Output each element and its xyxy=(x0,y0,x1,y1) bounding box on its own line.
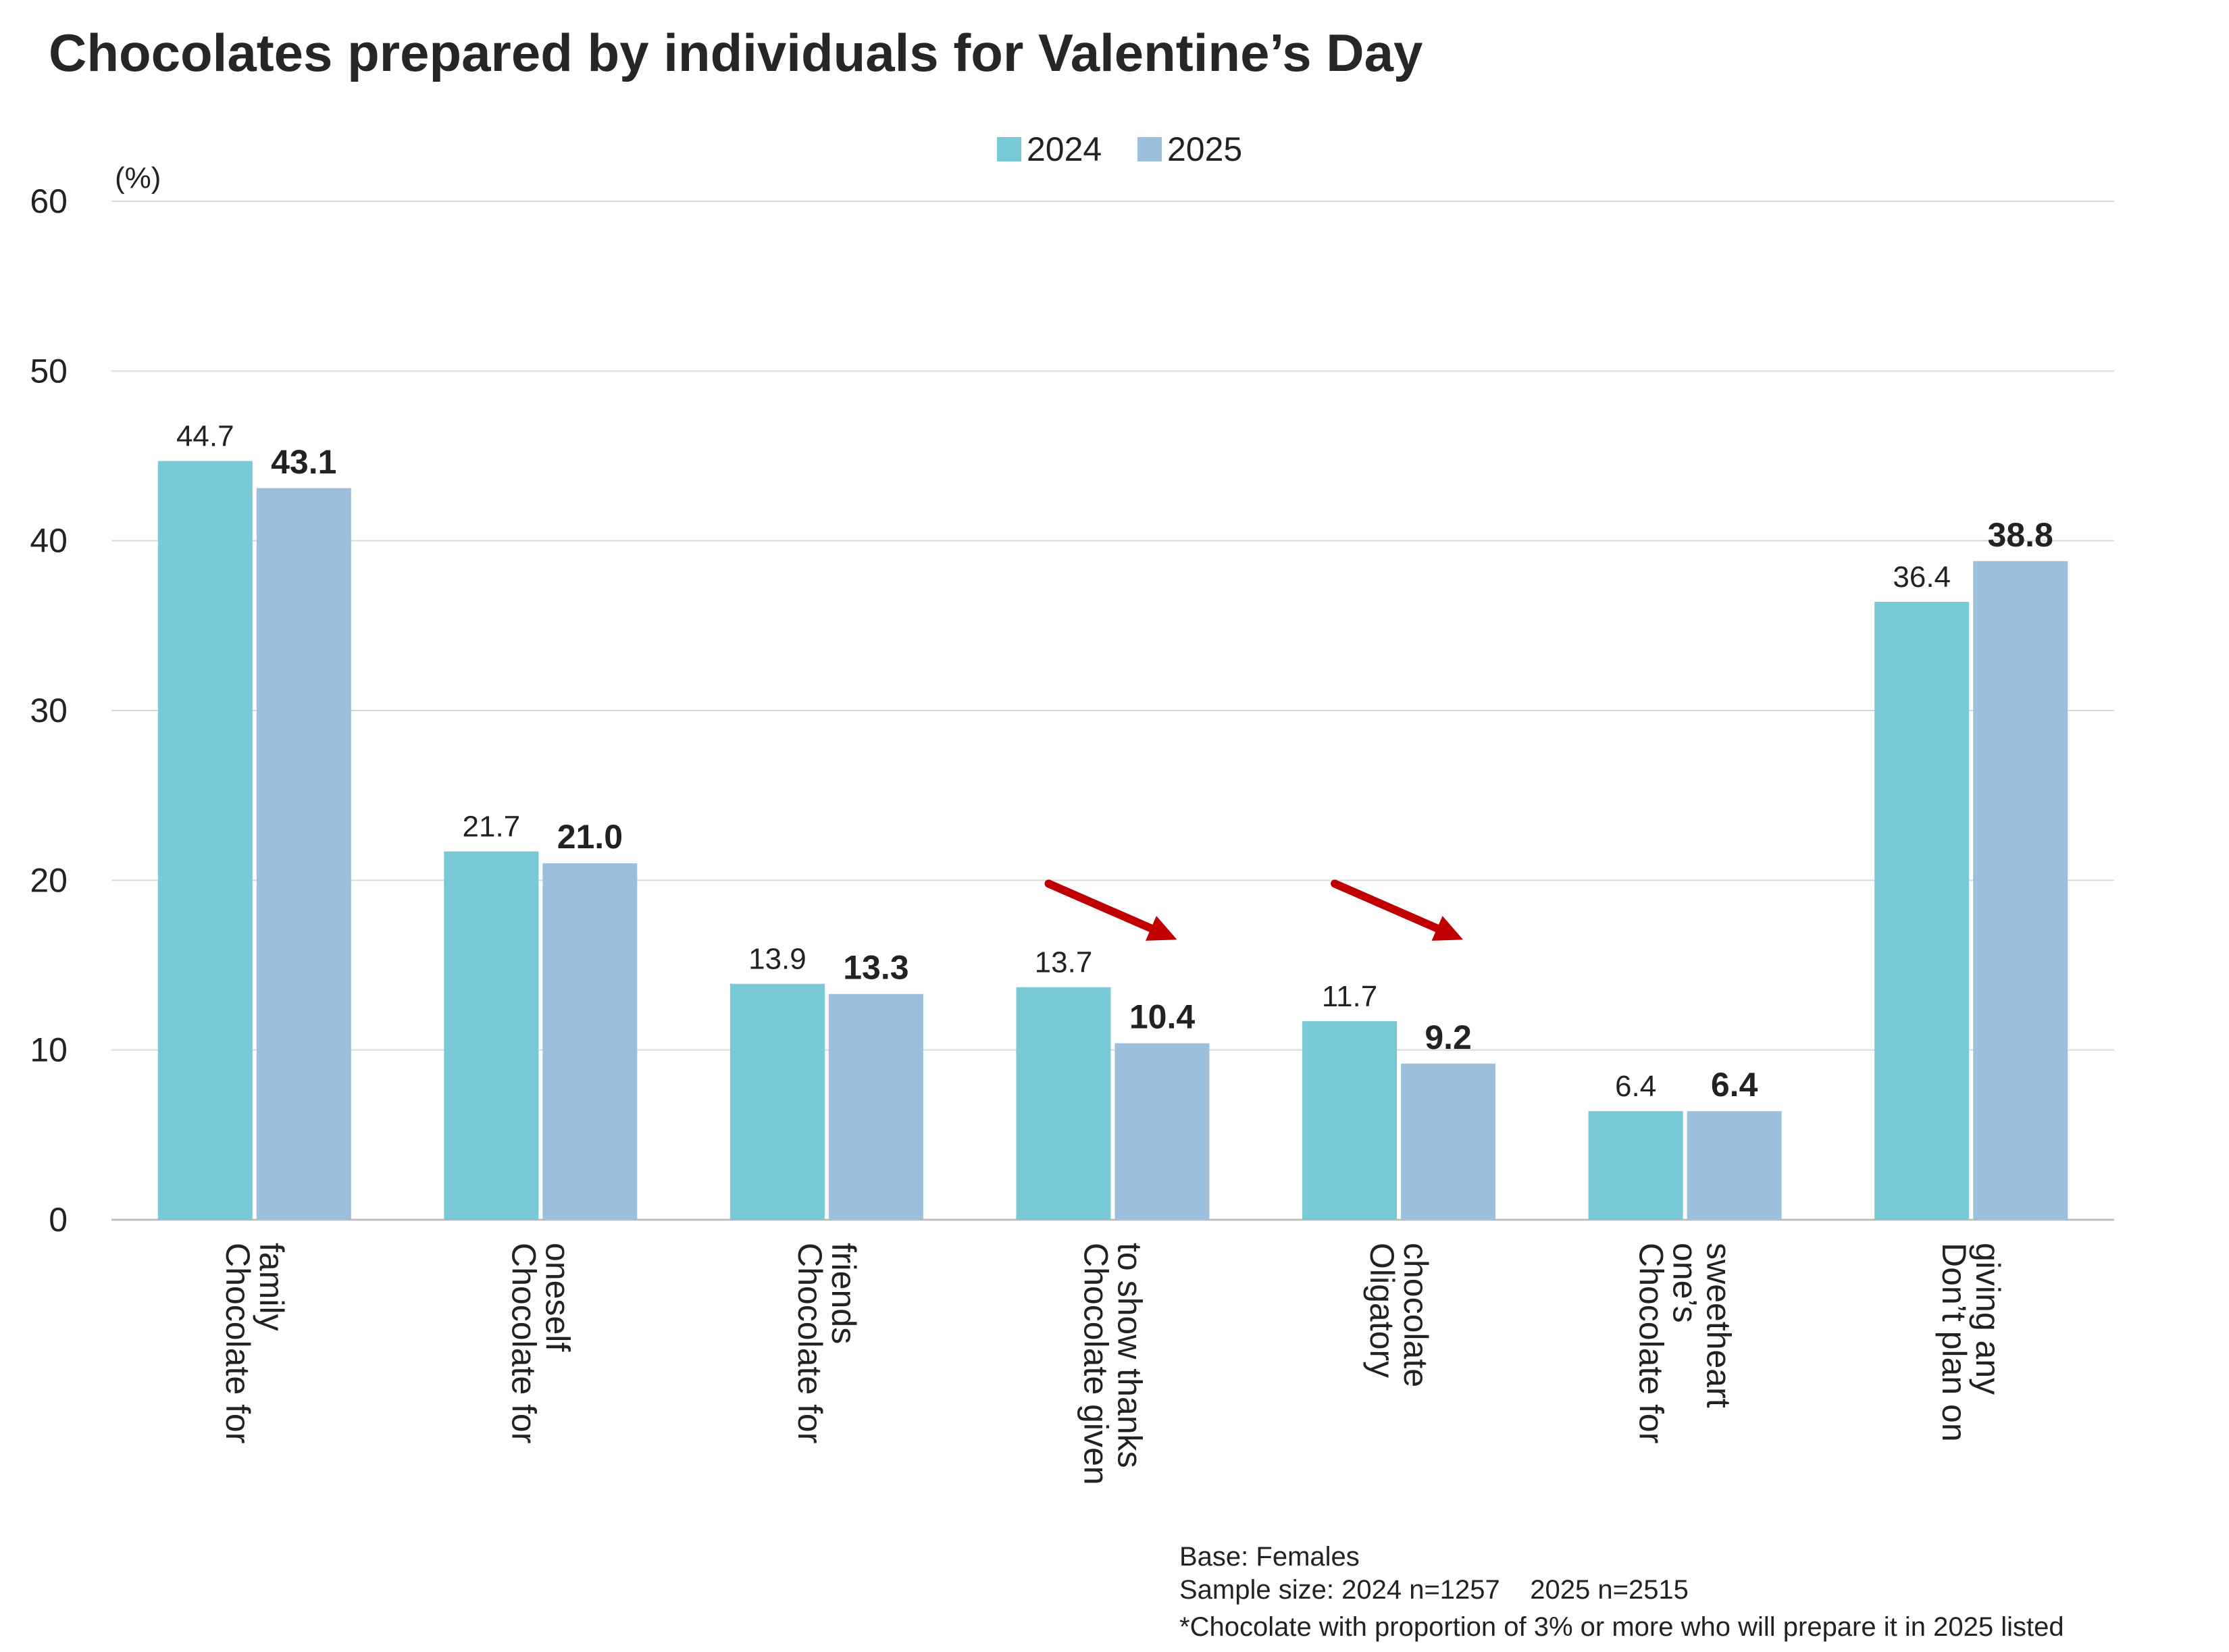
y-tick-label: 0 xyxy=(49,1201,68,1239)
data-labels: 44.7 43.1 21.7 21.0 13.9 13.3 13.7 10.4 11.7 9.2 6… xyxy=(176,420,2053,1104)
y-axis-unit-label: (%) xyxy=(115,161,161,195)
y-axis-ticks: 0 10 20 30 40 50 60 xyxy=(30,182,68,1239)
data-label-2024: 21.7 xyxy=(463,810,521,844)
y-tick-label: 40 xyxy=(30,522,68,560)
note-criteria: *Chocolate with proportion of 3% or more… xyxy=(1179,1612,2064,1642)
bar-2025 xyxy=(1687,1111,1782,1220)
category-label-line: friends xyxy=(825,1243,863,1344)
data-label-2025: 10.4 xyxy=(1129,998,1196,1036)
bar-2025 xyxy=(1114,1043,1210,1220)
category-label-line: to show thanks xyxy=(1111,1243,1149,1468)
category-label-line: Chocolate for xyxy=(219,1243,257,1443)
data-label-2024: 13.7 xyxy=(1035,946,1093,979)
category-label-line: chocolate xyxy=(1397,1243,1435,1387)
arrow-head xyxy=(1146,916,1177,941)
bar-2025 xyxy=(542,863,638,1220)
data-label-2024: 44.7 xyxy=(176,420,234,453)
data-label-2025: 43.1 xyxy=(271,443,336,481)
bars xyxy=(157,461,2068,1220)
data-label-2025: 13.3 xyxy=(843,949,908,987)
category-label-line: Chocolate for xyxy=(791,1243,829,1443)
data-label-2025: 6.4 xyxy=(1711,1066,1758,1104)
arrow-shaft xyxy=(1044,879,1156,933)
data-label-2025: 38.8 xyxy=(1988,516,2053,554)
category-label-line: sweetheart xyxy=(1700,1243,1738,1408)
data-label-2024: 11.7 xyxy=(1322,980,1377,1013)
bar-2024 xyxy=(1302,1021,1398,1220)
category-label-line: Don’t plan on xyxy=(1935,1243,1973,1442)
arrow-head xyxy=(1431,916,1464,941)
category-label-line: Chocolate for xyxy=(505,1243,542,1443)
annotation-arrows xyxy=(1044,879,1464,941)
data-label-2025: 9.2 xyxy=(1425,1018,1472,1056)
bar-2024 xyxy=(1588,1111,1683,1220)
bar-2025 xyxy=(1973,561,2068,1220)
y-tick-label: 20 xyxy=(30,861,68,899)
category-label-line: one’s xyxy=(1666,1243,1704,1323)
bar-2025 xyxy=(256,488,351,1220)
bar-2024 xyxy=(729,983,825,1220)
y-tick-label: 50 xyxy=(30,352,68,390)
footnotes: Base: Females Sample size: 2024 n=1257 2… xyxy=(1179,1542,2064,1642)
category-label-line: family xyxy=(253,1243,290,1331)
data-label-2024: 6.4 xyxy=(1615,1070,1656,1103)
note-sample-size: Sample size: 2024 n=1257 2025 n=2515 xyxy=(1179,1575,1689,1605)
data-label-2024: 36.4 xyxy=(1893,561,1951,594)
down-arrow-icon xyxy=(1331,879,1464,941)
legend-swatch-2024 xyxy=(997,137,1021,161)
legend-swatch-2025 xyxy=(1137,137,1162,161)
note-base: Base: Females xyxy=(1179,1542,1360,1572)
category-label-line: Oligatory xyxy=(1363,1243,1401,1378)
category-label-line: Chocolate for xyxy=(1633,1243,1670,1443)
gridlines xyxy=(111,201,2114,1221)
legend-label-2025: 2025 xyxy=(1167,130,1242,168)
y-tick-label: 60 xyxy=(30,182,68,220)
category-label-line: giving any xyxy=(1969,1243,2007,1395)
data-label-2025: 21.0 xyxy=(557,818,623,856)
bar-2025 xyxy=(828,993,923,1220)
chart-title: Chocolates prepared by individuals for V… xyxy=(49,23,1423,82)
arrow-shaft xyxy=(1331,879,1441,933)
category-label-line: oneself xyxy=(538,1243,576,1351)
bar-2024 xyxy=(1874,602,1970,1220)
legend-label-2024: 2024 xyxy=(1027,130,1102,168)
legend: 2024 2025 xyxy=(997,130,1242,168)
down-arrow-icon xyxy=(1044,879,1177,941)
bar-2024 xyxy=(444,851,539,1220)
data-label-2024: 13.9 xyxy=(748,943,806,976)
category-label-line: Chocolate given xyxy=(1077,1243,1115,1485)
bar-2024 xyxy=(157,461,253,1220)
bar-2025 xyxy=(1401,1063,1496,1220)
y-tick-label: 10 xyxy=(30,1031,68,1069)
bar-2024 xyxy=(1016,987,1111,1220)
y-tick-label: 30 xyxy=(30,692,68,729)
